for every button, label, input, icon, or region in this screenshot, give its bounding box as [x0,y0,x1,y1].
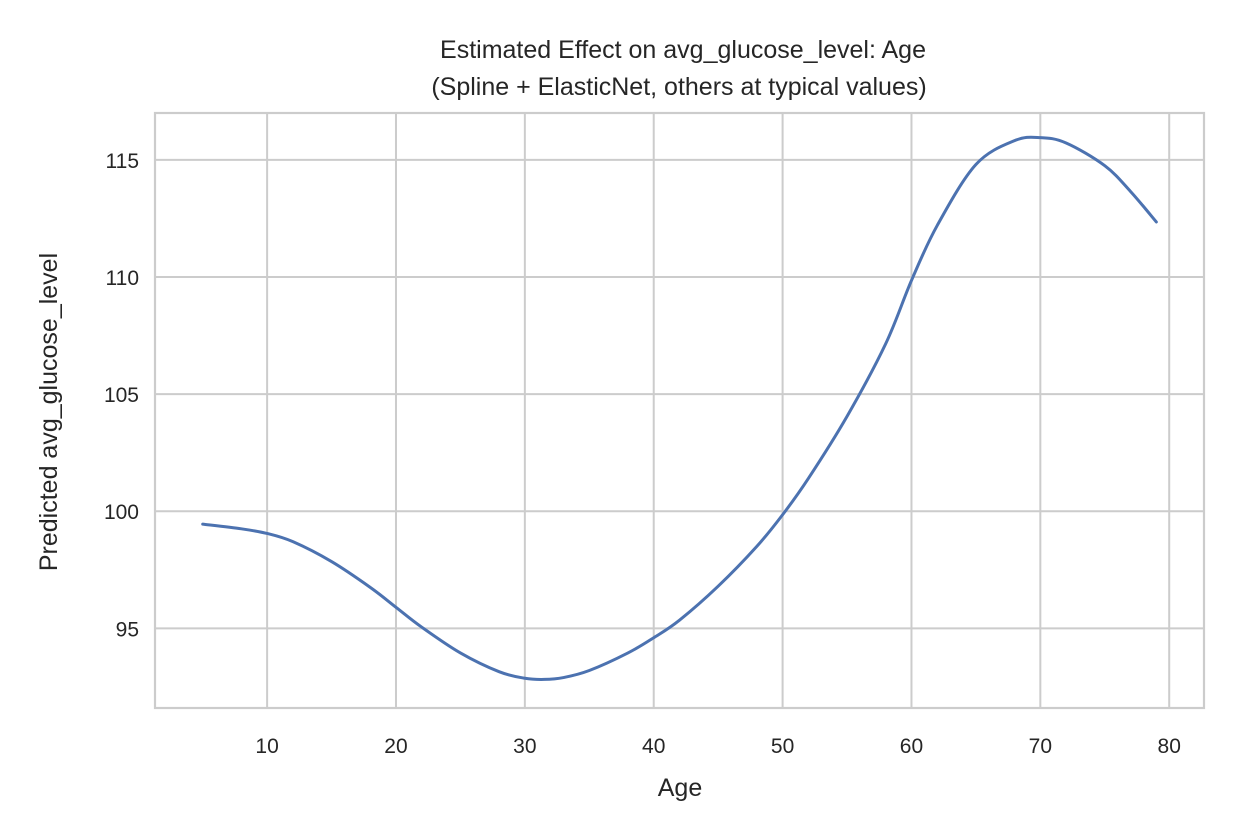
plot-frame [153,111,1206,710]
chart-title: Estimated Effect on avg_glucose_level: A… [440,36,926,64]
y-tick-label: 115 [106,150,139,173]
x-tick-label: 30 [513,735,536,758]
chart-subtitle: (Spline + ElasticNet, others at typical … [431,73,926,101]
x-tick-label: 80 [1158,735,1181,758]
y-tick-label: 110 [106,267,139,290]
series-line [201,135,1158,681]
grid [155,113,1204,708]
series-layer [201,135,1158,681]
x-axis-label: Age [658,774,702,802]
x-tick-label: 10 [255,735,278,758]
x-tick-label: 20 [384,735,407,758]
y-axis-label: Predicted avg_glucose_level [35,253,63,571]
tick-labels: 10 20 30 40 50 60 70 80 95 100 105 110 115 [104,150,1181,758]
y-tick-label: 95 [116,618,139,641]
y-tick-label: 100 [104,501,139,524]
x-tick-label: 70 [1029,735,1052,758]
x-tick-label: 60 [900,735,923,758]
x-tick-label: 50 [771,735,794,758]
x-tick-label: 40 [642,735,665,758]
y-tick-label: 105 [104,384,139,407]
